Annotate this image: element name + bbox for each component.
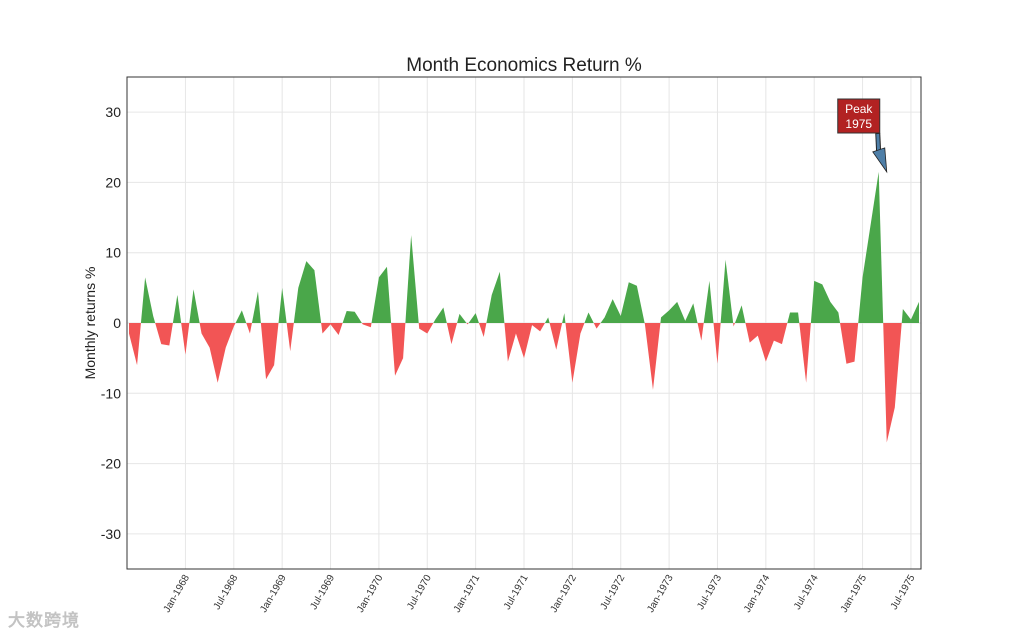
- negative-return-area: [321, 323, 343, 335]
- positive-return-area: [703, 280, 714, 323]
- negative-return-area: [246, 323, 252, 334]
- positive-return-area: [720, 259, 734, 323]
- peak-label-line2: 1975: [845, 117, 872, 131]
- positive-return-area: [371, 266, 392, 323]
- positive-return-area: [486, 271, 505, 323]
- x-tick-label: Jan-1970: [355, 573, 386, 615]
- positive-return-area: [189, 289, 200, 323]
- x-tick-label: Jan-1968: [162, 573, 193, 615]
- positive-return-area: [235, 310, 247, 323]
- y-tick-label: -20: [101, 456, 121, 472]
- positive-return-area: [293, 261, 322, 323]
- negative-return-area: [549, 323, 563, 350]
- negative-return-area: [565, 323, 585, 383]
- positive-return-area: [140, 277, 156, 323]
- negative-return-area: [593, 323, 601, 329]
- positive-return-area: [342, 311, 362, 323]
- positive-return-area: [660, 301, 698, 323]
- return-areas: [129, 171, 919, 443]
- negative-return-area: [478, 323, 487, 338]
- x-tick-label: Jan-1975: [839, 573, 870, 615]
- positive-return-area: [457, 313, 467, 323]
- x-tick-label: Jul-1969: [308, 573, 337, 612]
- negative-return-area: [644, 323, 661, 390]
- positive-return-area: [405, 235, 419, 323]
- negative-return-area: [286, 323, 294, 352]
- x-axis-ticks: Jan-1968 Jul-1968 Jan-1969 Jul-1969 Jan-1970…: [162, 573, 918, 615]
- positive-return-area: [433, 307, 447, 323]
- negative-return-area: [418, 323, 434, 334]
- y-axis-ticks: -30 -20 -10 0 10 20 30: [101, 104, 121, 542]
- negative-return-area: [799, 323, 811, 383]
- x-tick-label: Jan-1974: [742, 573, 773, 615]
- x-tick-label: Jul-1968: [212, 573, 241, 612]
- x-tick-label: Jan-1971: [452, 573, 483, 615]
- negative-return-area: [713, 323, 721, 364]
- x-tick-label: Jul-1975: [889, 573, 918, 612]
- positive-return-area: [251, 291, 261, 323]
- negative-return-area: [199, 323, 236, 383]
- chart-title: Month Economics Return %: [406, 55, 642, 76]
- peak-label-box: [837, 98, 881, 134]
- y-tick-label: -10: [101, 385, 121, 401]
- x-tick-label: Jul-1973: [695, 573, 724, 612]
- x-tick-label: Jul-1972: [599, 573, 628, 612]
- x-tick-label: Jan-1973: [645, 573, 676, 615]
- positive-return-area: [278, 287, 287, 323]
- y-tick-label: -30: [101, 526, 121, 542]
- negative-return-area: [745, 323, 788, 362]
- x-tick-label: Jul-1970: [405, 573, 434, 612]
- positive-return-area: [734, 305, 746, 323]
- peak-label-line1: Peak: [845, 102, 873, 116]
- y-tick-label: 30: [105, 104, 121, 120]
- negative-return-area: [155, 323, 173, 346]
- positive-return-area: [858, 171, 884, 323]
- negative-return-area: [391, 323, 406, 376]
- x-tick-label: Jan-1972: [549, 573, 580, 615]
- negative-return-area: [361, 323, 372, 328]
- negative-return-area: [129, 323, 141, 366]
- negative-return-area: [466, 323, 469, 325]
- positive-return-area: [584, 312, 594, 323]
- positive-return-area: [468, 313, 479, 323]
- negative-return-area: [840, 323, 859, 364]
- positive-return-area: [787, 312, 800, 323]
- negative-return-area: [181, 323, 190, 355]
- positive-return-area: [544, 317, 550, 323]
- negative-return-area: [733, 323, 735, 327]
- x-tick-label: Jan-1969: [258, 573, 289, 615]
- peak-arrow-head: [872, 147, 888, 174]
- positive-return-area: [562, 313, 566, 323]
- negative-return-area: [697, 323, 704, 341]
- positive-return-area: [600, 282, 645, 323]
- y-tick-label: 20: [105, 174, 121, 190]
- y-tick-label: 0: [113, 315, 121, 331]
- negative-return-area: [504, 323, 545, 362]
- watermark: 大数跨境: [8, 611, 80, 631]
- plot-frame: [126, 76, 922, 570]
- y-axis-label: Monthly returns %: [82, 267, 98, 380]
- x-tick-label: Jul-1974: [792, 573, 821, 612]
- x-tick-label: Jul-1971: [502, 573, 531, 612]
- positive-return-area: [810, 280, 841, 323]
- negative-return-area: [260, 323, 279, 380]
- peak-annotation: Peak 1975: [837, 98, 888, 174]
- positive-return-area: [172, 294, 182, 323]
- positive-return-area: [901, 301, 919, 323]
- y-tick-label: 10: [105, 245, 121, 261]
- negative-return-area: [883, 323, 902, 443]
- negative-return-area: [446, 323, 458, 345]
